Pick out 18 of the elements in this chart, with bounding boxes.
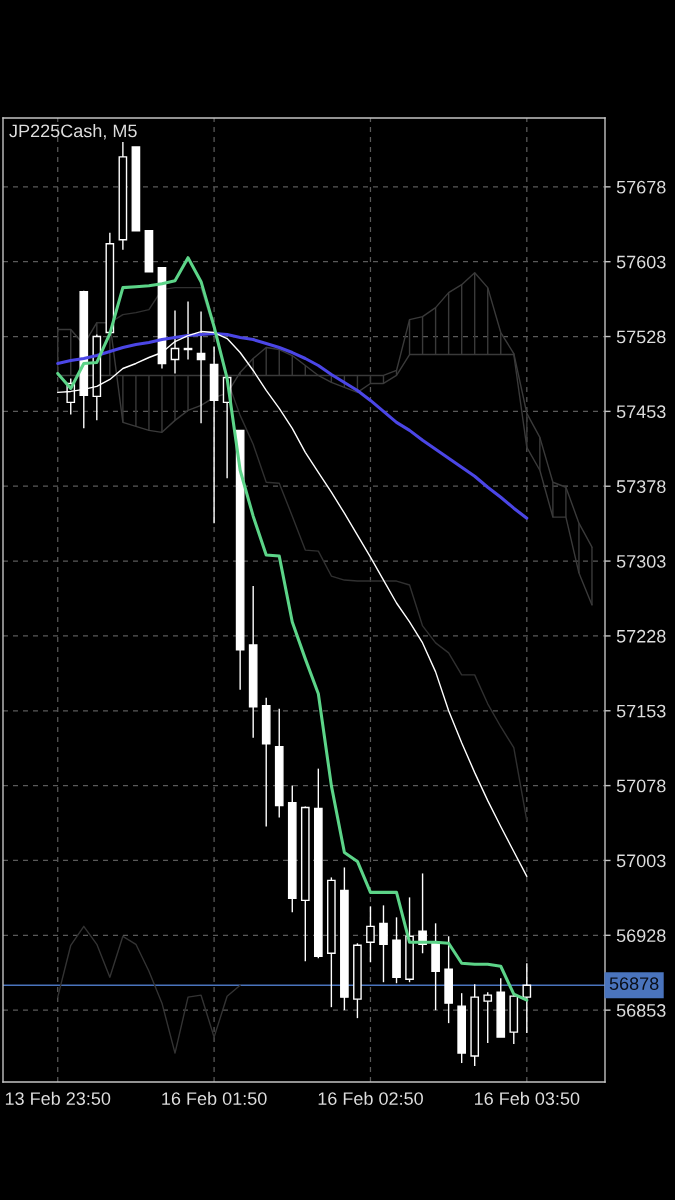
chart-title: JP225Cash, M5 xyxy=(9,124,137,140)
x-tick-label: 13 Feb 23:50 xyxy=(5,1091,111,1105)
y-tick-label: 56928 xyxy=(616,929,666,943)
x-tick-label: 16 Feb 02:50 xyxy=(318,1091,423,1105)
y-tick-label: 57678 xyxy=(616,180,666,194)
y-tick-label: 57603 xyxy=(616,255,666,269)
y-tick-label: 57303 xyxy=(616,555,666,568)
y-tick-label: 57003 xyxy=(616,854,666,868)
y-tick-label: 57378 xyxy=(616,480,666,493)
ref-line-label: 56878 xyxy=(609,977,659,991)
y-tick-label: 57153 xyxy=(616,704,666,718)
x-tick-label: 16 Feb 03:50 xyxy=(474,1091,580,1105)
y-tick-label: 57453 xyxy=(616,405,666,419)
y-tick-label: 57528 xyxy=(616,330,666,344)
y-tick-label: 57228 xyxy=(616,629,666,643)
y-tick-label: 57078 xyxy=(616,779,666,793)
x-tick-label: 16 Feb 01:50 xyxy=(162,1091,267,1105)
y-tick-label: 56853 xyxy=(616,1004,666,1017)
